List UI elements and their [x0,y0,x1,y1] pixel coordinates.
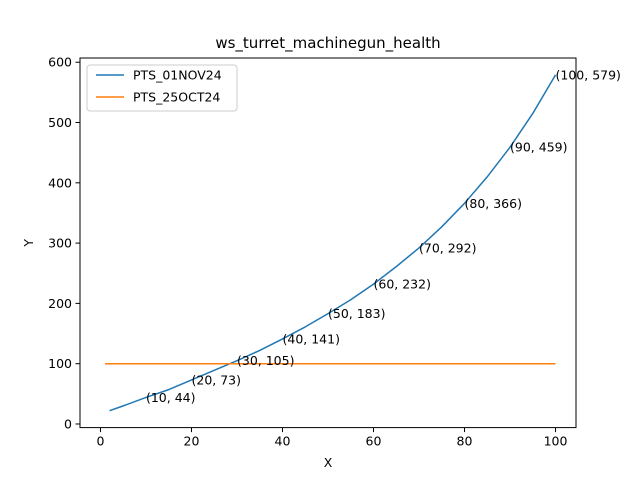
x-axis-label: X [324,455,333,470]
x-tick-label: 80 [457,434,473,449]
y-axis-label: Y [21,239,36,248]
data-label: (90, 459) [510,140,567,155]
plot-area [105,74,557,412]
data-label: (40, 141) [282,331,339,346]
legend-label: PTS_01NOV24 [133,68,222,83]
y-tick-label: 500 [48,115,72,130]
y-tick-label: 200 [48,296,72,311]
data-annotations: (10, 44) (20, 73) (30, 105) (40, 141) (50, 1… [146,67,621,405]
x-tick-label: 0 [97,434,105,449]
data-label: (50, 183) [328,306,385,321]
data-label: (10, 44) [146,390,196,405]
y-tick-label: 0 [64,416,72,431]
y-tick-label: 400 [48,175,72,190]
legend-box [86,64,238,112]
data-label: (30, 105) [237,353,294,368]
x-tick-label: 40 [275,434,291,449]
y-tick-label: 600 [48,55,72,70]
legend: PTS_01NOV24 PTS_25OCT24 [86,64,238,112]
x-tick-label: 20 [184,434,200,449]
data-label: (70, 292) [419,240,476,255]
data-label: (60, 232) [374,277,431,292]
data-label: (20, 73) [191,372,241,387]
data-label: (100, 579) [556,67,621,82]
data-label: (80, 366) [465,196,522,211]
y-tick-label: 100 [48,356,72,371]
chart-title: ws_turret_machinegun_health [215,34,440,53]
legend-label: PTS_25OCT24 [133,90,220,105]
x-tick-label: 100 [544,434,568,449]
y-axis-ticks: 0 100 200 300 400 500 600 [48,55,80,431]
x-tick-label: 60 [366,434,382,449]
x-axis-ticks: 0 20 40 60 80 100 [97,427,568,449]
y-tick-label: 300 [48,236,72,251]
series-line-1 [109,74,557,412]
